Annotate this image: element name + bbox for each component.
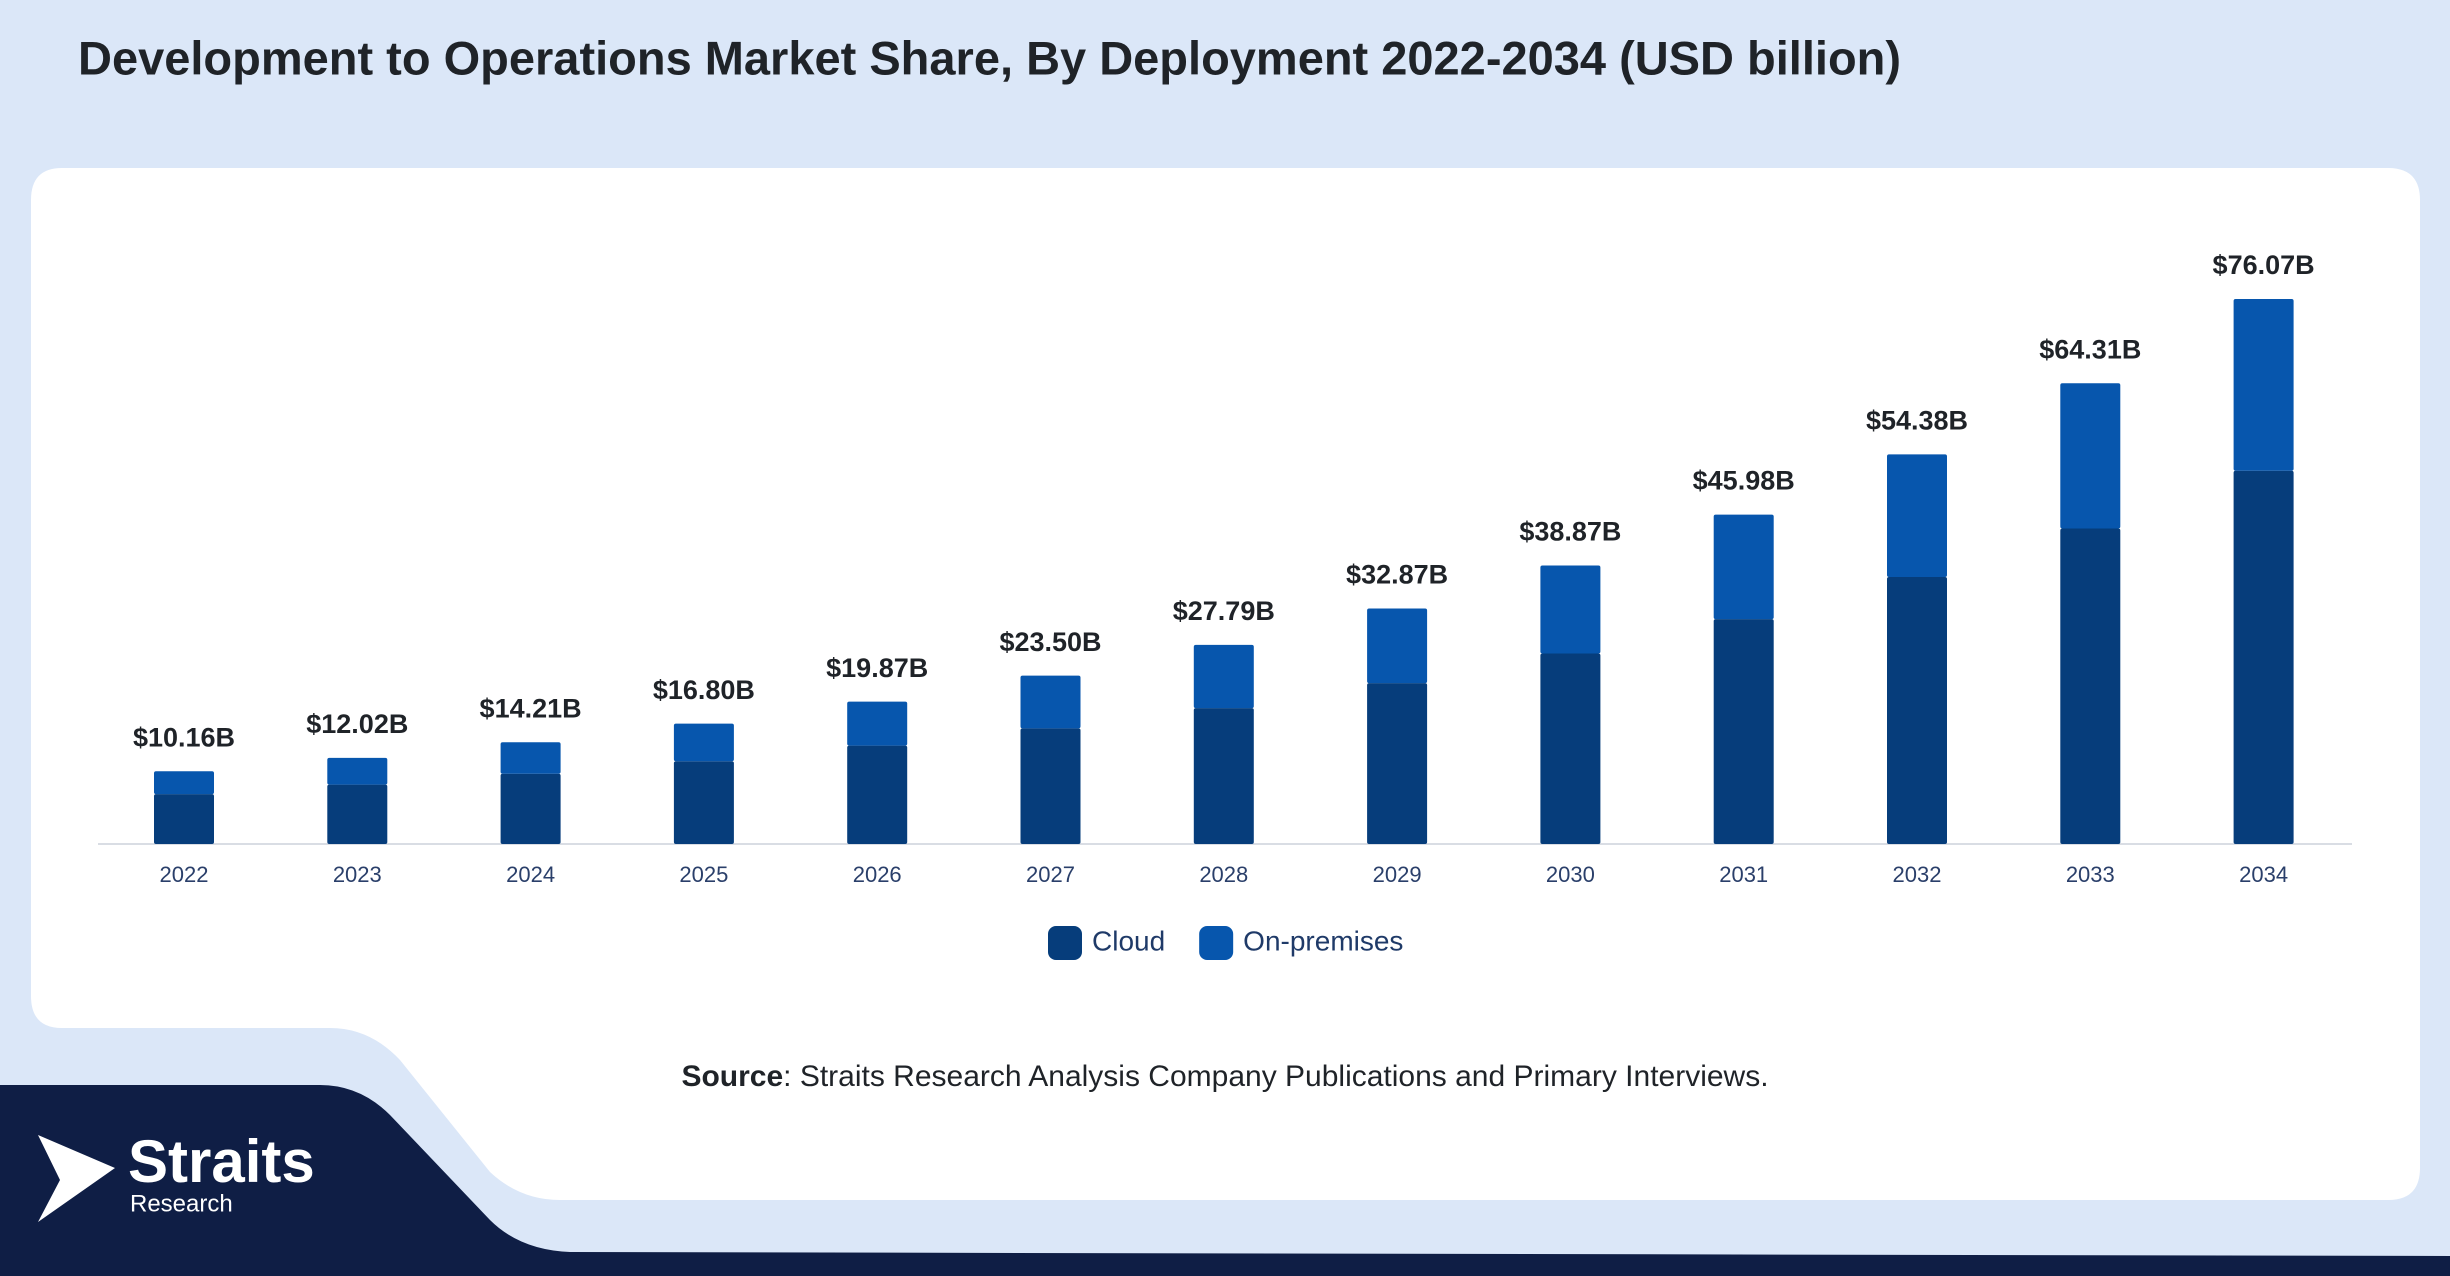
bar-segment	[154, 794, 214, 844]
bar-segment	[1020, 728, 1081, 844]
total-label: $45.98B	[1693, 466, 1795, 496]
bar-segment	[1540, 653, 1601, 844]
source-label: Source	[681, 1060, 783, 1093]
x-tick-label: 2034	[2239, 862, 2288, 887]
bar-segment	[154, 771, 214, 795]
bar-segment	[673, 761, 734, 844]
total-label: $27.79B	[1173, 596, 1275, 626]
bar-segment	[847, 701, 908, 746]
bar-segment	[1713, 514, 1774, 620]
x-tick-label: 2027	[1026, 862, 1075, 887]
legend-swatch	[1048, 926, 1082, 960]
logo-name: Straits	[128, 1128, 315, 1195]
bar-segment	[1193, 708, 1254, 844]
bar-segment	[1367, 683, 1428, 844]
footer-band	[0, 1085, 2450, 1276]
x-tick-label: 2033	[2066, 862, 2115, 887]
bar-segment	[847, 745, 908, 844]
x-tick-label: 2032	[1893, 862, 1942, 887]
total-label: $12.02B	[306, 709, 408, 739]
bar-segment	[327, 784, 388, 844]
legend-label: On-premises	[1243, 925, 1403, 956]
bar-segment	[2233, 470, 2294, 844]
total-label: $54.38B	[1866, 406, 1968, 436]
bar-segment	[1193, 644, 1254, 709]
logo: Straits Research	[38, 1128, 315, 1222]
source: Source: Straits Research Analysis Compan…	[681, 1060, 1768, 1093]
total-label: $14.21B	[480, 693, 582, 723]
total-label: $76.07B	[2213, 250, 2315, 280]
x-tick-label: 2025	[679, 862, 728, 887]
bar-segment	[2060, 383, 2121, 529]
x-tick-label: 2030	[1546, 862, 1595, 887]
total-label: $19.87B	[826, 653, 928, 683]
source-text: : Straits Research Analysis Company Publ…	[783, 1060, 1768, 1093]
logo-icon	[38, 1135, 115, 1222]
x-tick-label: 2023	[333, 862, 382, 887]
bar-segment	[1887, 576, 1947, 844]
total-label: $16.80B	[653, 675, 755, 705]
logo-sub: Research	[130, 1190, 233, 1217]
bar-segment	[2060, 528, 2121, 844]
x-tick-label: 2024	[506, 862, 555, 887]
chart-title: Development to Operations Market Share, …	[78, 31, 1901, 84]
bar-segment	[1713, 619, 1774, 844]
total-label: $10.16B	[133, 722, 235, 752]
total-label: $32.87B	[1346, 560, 1448, 590]
total-label: $23.50B	[999, 627, 1101, 657]
x-tick-label: 2028	[1199, 862, 1248, 887]
bar-segment	[500, 742, 561, 774]
x-tick-label: 2029	[1373, 862, 1422, 887]
bar-segment	[1540, 565, 1601, 654]
bar-segment	[1367, 608, 1428, 684]
bar-segment	[500, 773, 561, 844]
total-label: $38.87B	[1519, 517, 1621, 547]
legend-label: Cloud	[1092, 925, 1165, 956]
legend-swatch	[1199, 926, 1234, 960]
bar-segment	[327, 757, 388, 785]
bar-segment	[1887, 454, 1947, 577]
x-tick-label: 2022	[160, 862, 209, 887]
bar-segment	[2233, 299, 2294, 471]
total-label: $64.31B	[2039, 334, 2141, 364]
x-tick-label: 2031	[1719, 862, 1768, 887]
bar-segment	[1020, 675, 1081, 729]
bar-segment	[673, 723, 734, 762]
x-tick-label: 2026	[853, 862, 902, 887]
